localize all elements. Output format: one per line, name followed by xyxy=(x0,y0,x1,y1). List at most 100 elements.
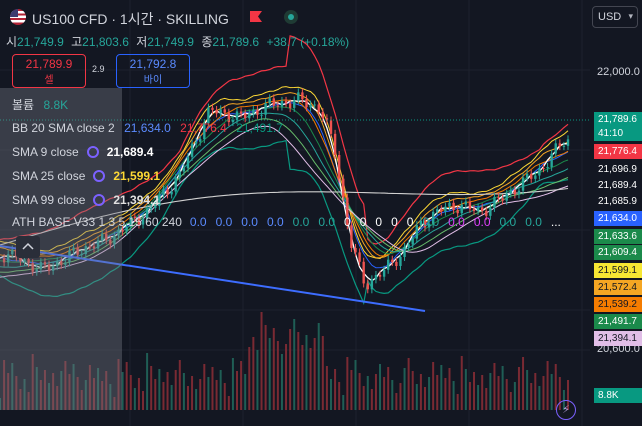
red-flag-icon[interactable] xyxy=(250,11,262,22)
cycle-icon[interactable] xyxy=(93,170,106,182)
collapse-legend-button[interactable] xyxy=(16,236,40,258)
candle-body xyxy=(362,261,365,284)
trendline xyxy=(0,245,426,312)
currency-select[interactable]: USD ▾ xyxy=(592,6,638,28)
candle-body xyxy=(219,109,222,114)
volume-bar xyxy=(76,377,79,410)
volume-bar xyxy=(399,383,402,410)
candle-body xyxy=(149,208,153,210)
volume-bar xyxy=(182,373,185,410)
cycle-icon[interactable] xyxy=(93,194,106,206)
volume-bar xyxy=(146,353,149,410)
candle-body xyxy=(346,197,349,226)
volume-bar xyxy=(538,386,541,410)
volume-bar xyxy=(379,364,382,410)
ma-line xyxy=(0,118,569,273)
cycle-icon[interactable] xyxy=(86,146,99,158)
volume-bar xyxy=(23,379,26,410)
volume-bar xyxy=(526,370,529,410)
buy-button[interactable]: 21,792.8 바이 xyxy=(116,54,190,88)
volume-bar xyxy=(39,380,42,410)
ath-value: 0.0 xyxy=(499,215,517,229)
volume-bar xyxy=(43,370,46,410)
volume-bar xyxy=(321,336,324,410)
volume-bar xyxy=(154,379,157,410)
price-tag: 8.8K xyxy=(594,388,642,403)
price-tag: 21,609.4 xyxy=(594,245,642,260)
sma9-label: SMA 9 close xyxy=(12,145,79,159)
sell-button[interactable]: 21,789.9 셀 xyxy=(12,54,86,88)
candle-body xyxy=(419,220,423,226)
candle-body xyxy=(141,218,145,225)
candle-body xyxy=(109,240,112,245)
volume-bar xyxy=(227,396,230,410)
volume-bar xyxy=(346,357,349,410)
candle-body xyxy=(51,266,55,271)
buy-label: 바이 xyxy=(143,75,163,86)
candle-body xyxy=(84,246,88,254)
symbol-title[interactable]: US100 CFD · 1시간 · SKILLING xyxy=(32,11,229,27)
legend-bb[interactable]: BB 20 SMA close 2 21,634.0 21,776.4 21,4… xyxy=(12,121,283,135)
candle-body xyxy=(554,143,557,154)
candle-body xyxy=(293,100,296,108)
volume-bar xyxy=(31,354,34,410)
candle-body xyxy=(145,208,149,219)
volume-bar xyxy=(48,383,51,410)
legend-sma9[interactable]: SMA 9 close 21,689.4 xyxy=(12,145,153,159)
candle-body xyxy=(489,207,492,216)
price-tag: 21,599.1 xyxy=(594,263,642,278)
volume-bar xyxy=(109,384,112,410)
live-dot-icon xyxy=(284,10,298,24)
volume-bar xyxy=(452,381,455,410)
axis-label: 20,600.0 xyxy=(597,343,640,355)
candle-body xyxy=(305,99,308,108)
candle-body xyxy=(27,259,30,264)
candle-body xyxy=(154,205,157,209)
volume-bar xyxy=(105,371,108,410)
volume-bar xyxy=(191,376,194,410)
volume-bar xyxy=(362,386,365,410)
price-tag: 21,634.0 xyxy=(594,211,642,226)
ath-value: 0.0 xyxy=(318,215,336,229)
volume-label: 볼륨 xyxy=(12,98,35,112)
volume-bar xyxy=(297,332,300,410)
candle-body xyxy=(542,168,545,170)
candle-body xyxy=(268,98,271,104)
candle-body xyxy=(194,141,198,144)
legend-sma25[interactable]: SMA 25 close 21,599.1 xyxy=(12,169,160,183)
legend-sma99[interactable]: SMA 99 close 21,394.1 xyxy=(12,193,160,207)
volume-bar xyxy=(468,382,471,410)
price-chart[interactable] xyxy=(0,0,590,426)
candle-body xyxy=(113,235,116,245)
legend-volume[interactable]: 볼륨 8.8K xyxy=(12,96,68,113)
candle-body xyxy=(31,263,34,272)
volume-bar xyxy=(305,335,308,410)
ma-line xyxy=(0,99,569,258)
volume-bar xyxy=(464,369,467,410)
legend-ath[interactable]: ATH BASE V33 1 3 5 15 60 240 0.0 0.0 0.0 0.0… xyxy=(12,215,561,229)
candle-body xyxy=(329,120,333,134)
candle-body xyxy=(92,246,96,249)
volume-bar xyxy=(477,385,480,410)
ath-value: 0.0 xyxy=(473,215,491,229)
candle-body xyxy=(354,247,357,253)
volume-bar xyxy=(260,312,263,410)
axis-label: 22,000.0 xyxy=(597,66,640,78)
volume-bar xyxy=(27,392,30,410)
volume-bar xyxy=(567,380,569,410)
volume-bar xyxy=(428,377,431,410)
low-key: 저 xyxy=(136,35,148,49)
volume-bar xyxy=(493,363,496,410)
volume-bar xyxy=(19,389,22,410)
ath-value: 0 xyxy=(375,215,383,229)
lightning-icon[interactable]: ⚡ xyxy=(556,400,576,420)
candle-body xyxy=(243,113,247,119)
candle-body xyxy=(505,193,508,201)
volume-bar xyxy=(501,366,504,410)
spread-value: 2.9 xyxy=(92,64,105,74)
candle-body xyxy=(395,261,398,266)
volume-bar xyxy=(313,338,316,410)
volume-bar xyxy=(334,369,337,410)
ath-values: 0.0 0.0 0.0 0.0 0.0 0.0 0 0 0 0 0 0.0 0.0 0.0 0.0 0.0..… xyxy=(182,215,561,229)
candle-body xyxy=(105,233,108,241)
